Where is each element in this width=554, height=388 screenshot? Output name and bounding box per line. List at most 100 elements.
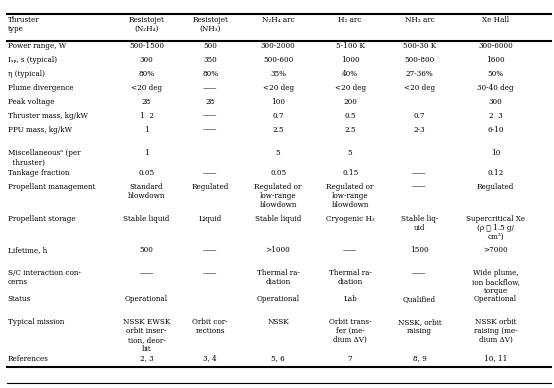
Text: Operational: Operational bbox=[474, 295, 517, 303]
Text: NH₃ arc: NH₃ arc bbox=[404, 16, 434, 24]
Text: Thermal ra-
diation: Thermal ra- diation bbox=[329, 269, 372, 286]
Text: 10, 11: 10, 11 bbox=[484, 355, 507, 363]
Text: Miscellaneousᵃ (per
  thruster): Miscellaneousᵃ (per thruster) bbox=[8, 149, 80, 166]
Text: Propellant storage: Propellant storage bbox=[8, 215, 75, 223]
Text: 80%: 80% bbox=[202, 70, 218, 78]
Text: Regulated: Regulated bbox=[192, 183, 229, 191]
Text: 1  2: 1 2 bbox=[140, 112, 153, 120]
Text: NSSK: NSSK bbox=[267, 318, 289, 326]
Text: 500-1500: 500-1500 bbox=[129, 42, 164, 50]
Text: Thruster
type: Thruster type bbox=[8, 16, 39, 33]
Text: Typical mission: Typical mission bbox=[8, 318, 64, 326]
Text: Tankage fraction: Tankage fraction bbox=[8, 169, 69, 177]
Text: η (typical): η (typical) bbox=[8, 70, 45, 78]
Text: 7: 7 bbox=[348, 355, 352, 363]
Text: ——: —— bbox=[203, 269, 218, 277]
Text: Orbit cor-
rections: Orbit cor- rections bbox=[192, 318, 228, 335]
Text: Stable liquid: Stable liquid bbox=[255, 215, 301, 223]
Text: H₂ arc: H₂ arc bbox=[338, 16, 362, 24]
Text: 5: 5 bbox=[276, 149, 280, 158]
Text: ——: —— bbox=[343, 246, 357, 255]
Text: Thruster mass, kg/kW: Thruster mass, kg/kW bbox=[8, 112, 88, 120]
Text: Iₛₚ, s (typical): Iₛₚ, s (typical) bbox=[8, 56, 57, 64]
Text: 200: 200 bbox=[343, 98, 357, 106]
Text: 100: 100 bbox=[271, 98, 285, 106]
Text: 27-36%: 27-36% bbox=[406, 70, 433, 78]
Text: 500-600: 500-600 bbox=[263, 56, 293, 64]
Text: Resistojet
(NH₃): Resistojet (NH₃) bbox=[192, 16, 228, 33]
Text: 500-800: 500-800 bbox=[404, 56, 434, 64]
Text: 300: 300 bbox=[489, 98, 502, 106]
Text: 40%: 40% bbox=[342, 70, 358, 78]
Text: 300: 300 bbox=[140, 56, 153, 64]
Text: Stable liq-
uid: Stable liq- uid bbox=[401, 215, 438, 232]
Text: 350: 350 bbox=[203, 56, 217, 64]
Text: <20 deg: <20 deg bbox=[404, 84, 435, 92]
Text: Xe Hall: Xe Hall bbox=[482, 16, 509, 24]
Text: Propellant management: Propellant management bbox=[8, 183, 95, 191]
Text: 1: 1 bbox=[144, 126, 149, 134]
Text: <20 deg: <20 deg bbox=[131, 84, 162, 92]
Text: Regulated: Regulated bbox=[477, 183, 514, 191]
Text: 0.12: 0.12 bbox=[488, 169, 504, 177]
Text: NSSK, orbit
raising: NSSK, orbit raising bbox=[398, 318, 441, 335]
Text: 1000: 1000 bbox=[341, 56, 360, 64]
Text: <20 deg: <20 deg bbox=[335, 84, 366, 92]
Text: ——: —— bbox=[412, 269, 427, 277]
Text: 1: 1 bbox=[144, 149, 149, 158]
Text: 0.05: 0.05 bbox=[270, 169, 286, 177]
Text: Stable liquid: Stable liquid bbox=[124, 215, 170, 223]
Text: Resistojet
(N₂H₄): Resistojet (N₂H₄) bbox=[129, 16, 165, 33]
Text: Regulated or
low-range
blowdown: Regulated or low-range blowdown bbox=[326, 183, 374, 209]
Text: 500: 500 bbox=[203, 42, 217, 50]
Text: ——: —— bbox=[203, 112, 218, 120]
Text: Peak voltage: Peak voltage bbox=[8, 98, 54, 106]
Text: N₂H₄ arc: N₂H₄ arc bbox=[262, 16, 294, 24]
Text: ——: —— bbox=[412, 169, 427, 177]
Text: 0.05: 0.05 bbox=[138, 169, 155, 177]
Text: Operational: Operational bbox=[257, 295, 300, 303]
Text: 28: 28 bbox=[142, 98, 151, 106]
Text: 2-3: 2-3 bbox=[414, 126, 425, 134]
Text: 50%: 50% bbox=[488, 70, 504, 78]
Text: 2.5: 2.5 bbox=[273, 126, 284, 134]
Text: ——: —— bbox=[203, 246, 218, 255]
Text: 500-30 K: 500-30 K bbox=[403, 42, 436, 50]
Text: 2, 3: 2, 3 bbox=[140, 355, 153, 363]
Text: 30-40 deg: 30-40 deg bbox=[477, 84, 514, 92]
Text: 5: 5 bbox=[348, 149, 352, 158]
Text: 8, 9: 8, 9 bbox=[413, 355, 426, 363]
Text: >7000: >7000 bbox=[483, 246, 508, 255]
Text: Liquid: Liquid bbox=[199, 215, 222, 223]
Text: Standard
blowdown: Standard blowdown bbox=[128, 183, 165, 200]
Text: Regulated or
low-range
blowdown: Regulated or low-range blowdown bbox=[254, 183, 302, 209]
Text: ——: —— bbox=[412, 183, 427, 191]
Text: ——: —— bbox=[139, 269, 154, 277]
Text: Thermal ra-
diation: Thermal ra- diation bbox=[257, 269, 300, 286]
Text: 10: 10 bbox=[491, 149, 500, 158]
Text: Operational: Operational bbox=[125, 295, 168, 303]
Text: NSSK EWSK
orbit inser-
tion, deor-
bit: NSSK EWSK orbit inser- tion, deor- bit bbox=[123, 318, 170, 353]
Text: Cryogenic H₂: Cryogenic H₂ bbox=[326, 215, 375, 223]
Text: >1000: >1000 bbox=[266, 246, 290, 255]
Text: 5-100 K: 5-100 K bbox=[336, 42, 365, 50]
Text: 28: 28 bbox=[206, 98, 215, 106]
Text: Qualified: Qualified bbox=[403, 295, 436, 303]
Text: ——: —— bbox=[203, 126, 218, 134]
Text: 300-6000: 300-6000 bbox=[478, 42, 513, 50]
Text: 2  3: 2 3 bbox=[489, 112, 502, 120]
Text: 0.7: 0.7 bbox=[414, 112, 425, 120]
Text: PPU mass, kg/kW: PPU mass, kg/kW bbox=[8, 126, 72, 134]
Text: 1600: 1600 bbox=[486, 56, 505, 64]
Text: ——: —— bbox=[203, 84, 218, 92]
Text: Wide plume,
ion backflow,
torque: Wide plume, ion backflow, torque bbox=[471, 269, 520, 295]
Text: 80%: 80% bbox=[138, 70, 155, 78]
Text: 3, 4: 3, 4 bbox=[203, 355, 217, 363]
Text: 2.5: 2.5 bbox=[345, 126, 356, 134]
Text: ——: —— bbox=[203, 169, 218, 177]
Text: S/C interaction con-
cerns: S/C interaction con- cerns bbox=[8, 269, 81, 286]
Text: NSSK orbit
raising (me-
dium ΔV): NSSK orbit raising (me- dium ΔV) bbox=[474, 318, 517, 344]
Text: Power range, W: Power range, W bbox=[8, 42, 66, 50]
Text: 500: 500 bbox=[140, 246, 153, 255]
Text: 0.7: 0.7 bbox=[273, 112, 284, 120]
